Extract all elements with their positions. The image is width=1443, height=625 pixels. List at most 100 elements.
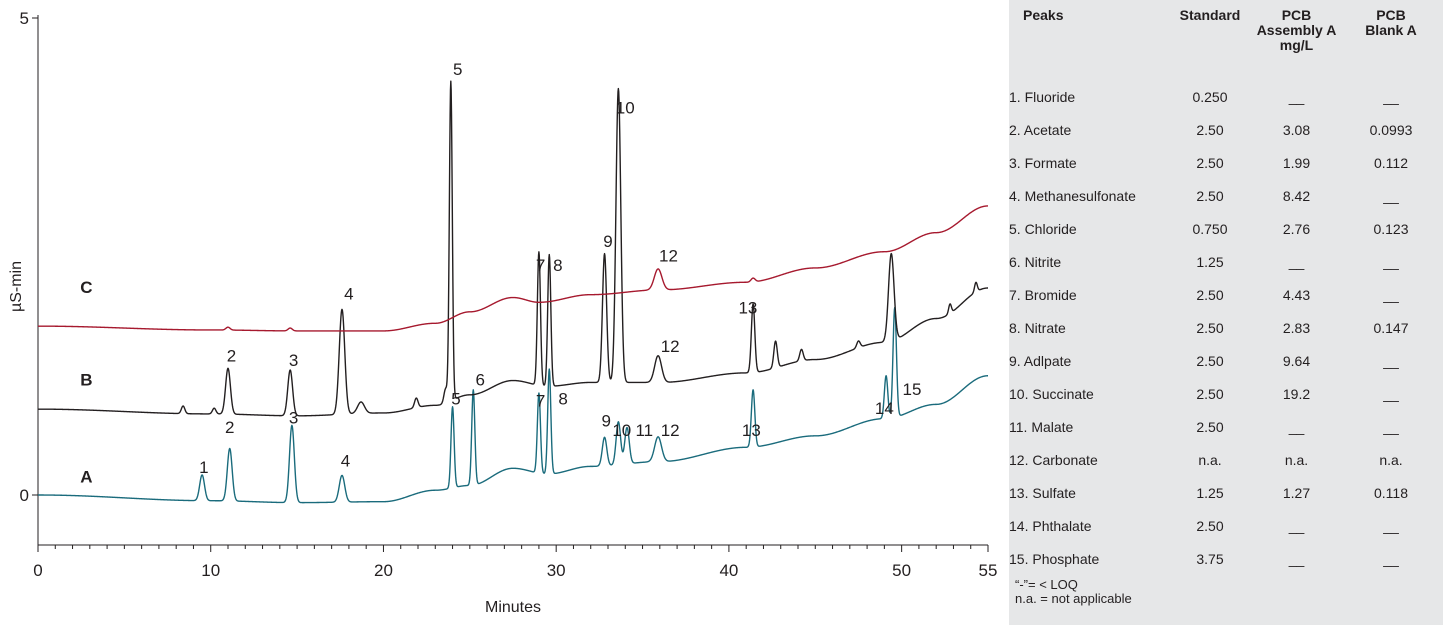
peak-label: 14 [875,399,894,418]
header-assembly-a-line-2: Assembly A [1256,22,1337,38]
header-peaks-label: Peaks [1023,7,1064,23]
cell-assembly-a: 4.43 [1282,286,1311,303]
table-notes: “-”= < LOQ n.a. = not applicable [1015,578,1132,606]
cell-assembly-a: __ [1288,88,1305,105]
table-row: 4. Methanesulfonate 2.50 8.42 __ [1009,179,1439,212]
cell-standard: n.a. [1198,451,1222,468]
y-tick-label: 0 [20,486,29,505]
cell-standard: 1.25 [1196,253,1224,270]
cell-assembly-a: n.a. [1284,451,1309,468]
table-row: 3. Formate 2.50 1.99 0.112 [1009,146,1439,179]
x-tick-label: 0 [33,561,42,580]
trace-label-b: B [80,370,92,389]
cell-name: 1. Fluoride [1009,80,1170,113]
cell-assembly-a: 8.42 [1282,187,1311,204]
peak-name: 12. Carbonate [1009,451,1098,468]
note-loq: “-”= < LOQ [1015,577,1078,592]
peak-name: 14. Phthalate [1009,517,1092,534]
cell-standard: 2.50 [1196,385,1224,402]
table-row: 10. Succinate 2.50 19.2 __ [1009,377,1439,410]
table-header-row: Peaks Standard PCB Assembly A mg/L PCB B… [1009,8,1439,80]
table-row: 1. Fluoride 0.250 __ __ [1009,80,1439,113]
cell-standard: 2.50 [1196,418,1224,435]
peak-label: 4 [341,451,350,470]
table-row: 5. Chloride 0.750 2.76 0.123 [1009,212,1439,245]
peak-results-table: Peaks Standard PCB Assembly A mg/L PCB B… [1009,8,1439,575]
cell-standard: 2.50 [1196,154,1224,171]
peak-label: 9 [603,232,612,251]
peak-name: 13. Sulfate [1009,484,1076,501]
cell-name: 8. Nitrate [1009,311,1170,344]
cell-blank-a: __ [1383,418,1399,435]
cell-standard: 3.75 [1196,550,1224,567]
cell-name: 12. Carbonate [1009,443,1170,476]
peak-label: 10 [616,98,635,117]
peak-name: 11. Malate [1009,418,1074,435]
note-not-applicable: n.a. = not applicable [1015,591,1132,606]
cell-name: 7. Bromide [1009,278,1170,311]
peak-name: 9. Adlpate [1009,352,1072,369]
cell-name: 4. Methanesulfonate [1009,179,1170,212]
peak-label: 12 [659,246,678,265]
x-tick-label: 50 [892,561,911,580]
cell-assembly-a: 2.76 [1282,220,1311,237]
cell-blank-a: n.a. [1379,451,1403,468]
header-assembly-a-line-1: PCB [1281,7,1312,23]
table-row: 2. Acetate 2.50 3.08 0.0993 [1009,113,1439,146]
cell-blank-a: 0.123 [1373,220,1409,237]
peak-label: 2 [225,418,234,437]
table-row: 12. Carbonate n.a. n.a. n.a. [1009,443,1439,476]
header-peaks: Peaks [1009,8,1170,80]
peak-name: 5. Chloride [1009,220,1077,237]
peak-label: 4 [344,284,353,303]
cell-standard: 2.50 [1196,319,1224,336]
peak-label: 8 [558,389,567,408]
cell-blank-a: 0.0993 [1369,121,1413,138]
peak-label: 5 [453,60,462,79]
peak-label: 12 [661,337,680,356]
x-axis-title: Minutes [485,599,541,616]
trace-c [37,205,989,332]
cell-assembly-a: __ [1288,418,1305,435]
peak-label: 10 [612,421,631,440]
cell-standard: 0.250 [1192,88,1228,105]
cell-name: 6. Nitrite [1009,245,1170,278]
cell-assembly-a: 1.27 [1282,484,1311,501]
cell-name: 9. Adlpate [1009,344,1170,377]
cell-assembly-a: __ [1288,517,1305,534]
header-blank-a-line-2: Blank A [1365,22,1417,38]
cell-standard: 0.750 [1192,220,1228,237]
cell-name: 3. Formate [1009,146,1170,179]
y-axis-title: µS-min [8,261,25,312]
peak-name: 15. Phosphate [1009,550,1100,567]
table-row: 8. Nitrate 2.50 2.83 0.147 [1009,311,1439,344]
y-tick-label: 5 [20,9,29,28]
cell-blank-a: 0.112 [1374,154,1408,171]
table-row: 11. Malate 2.50 __ __ [1009,410,1439,443]
table-body: 1. Fluoride 0.250 __ __ 2. Acetate 2.50 3.08 0.… [1009,80,1439,575]
header-standard: Standard [1179,7,1241,23]
cell-blank-a: 0.147 [1373,319,1409,336]
peak-label: 3 [289,408,298,427]
cell-standard: 2.50 [1196,352,1224,369]
peak-name: 8. Nitrate [1009,319,1066,336]
peak-label: 6 [475,370,484,389]
peak-label: 5 [451,389,460,408]
cell-name: 5. Chloride [1009,212,1170,245]
cell-name: 2. Acetate [1009,113,1170,146]
trace-label-a: A [80,468,92,487]
table-row: 7. Bromide 2.50 4.43 __ [1009,278,1439,311]
peak-label: 7 [536,391,545,410]
cell-name: 11. Malate [1009,410,1170,443]
cell-name: 13. Sulfate [1009,476,1170,509]
x-tick-label: 10 [201,561,220,580]
peak-label: 13 [738,299,757,318]
x-tick-label: 20 [374,561,393,580]
peak-label: 11 [635,421,653,440]
peak-label: 12 [661,421,680,440]
cell-blank-a: __ [1383,286,1399,303]
chart-traces [37,80,989,504]
peak-label: 13 [742,421,761,440]
